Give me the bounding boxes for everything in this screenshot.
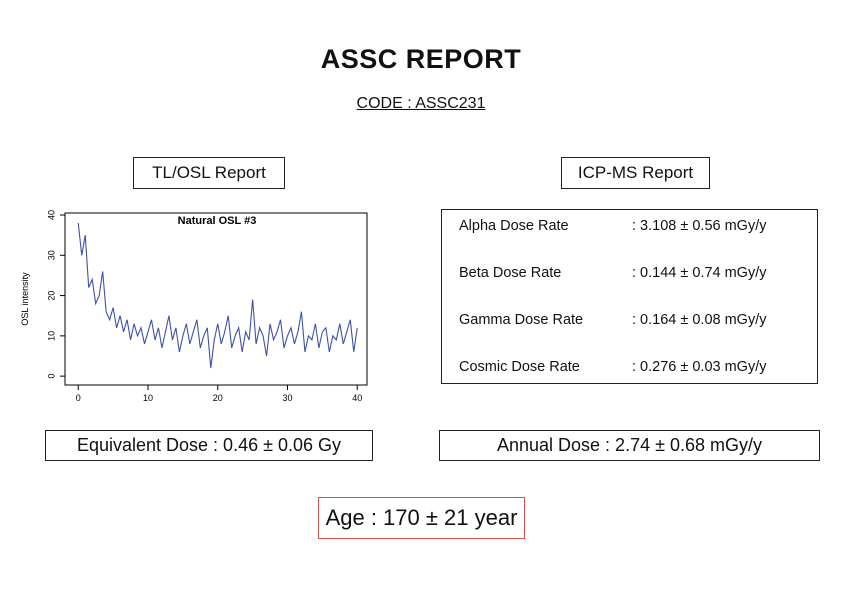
plot-frame — [64, 212, 368, 386]
y-tick-label: 40 — [46, 210, 56, 220]
equivalent-dose: Equivalent Dose : 0.46 ± 0.06 Gy — [45, 430, 373, 461]
section-title: ICP-MS Report — [561, 157, 710, 189]
row-value: : 0.164 ± 0.08 mGy/y — [632, 312, 767, 328]
x-tick-label: 0 — [76, 393, 81, 403]
row-value: : 0.144 ± 0.74 mGy/y — [632, 265, 767, 281]
row-value: : 3.108 ± 0.56 mGy/y — [632, 218, 767, 234]
x-tick-label: 40 — [352, 393, 362, 403]
age-result: Age : 170 ± 21 year — [318, 497, 525, 539]
row-label: Beta Dose Rate — [459, 265, 562, 281]
chart-title: Natural OSL #3 — [178, 215, 257, 227]
row-value: : 0.276 ± 0.03 mGy/y — [632, 359, 767, 375]
y-tick-label: 10 — [46, 331, 56, 341]
code-text: CODE : ASSC231 — [356, 95, 486, 112]
y-tick-label: 30 — [46, 250, 56, 260]
report-code: CODE : ASSC231 — [0, 95, 842, 113]
row-label: Alpha Dose Rate — [459, 218, 569, 234]
x-tick-label: 10 — [143, 393, 153, 403]
y-tick-label: 20 — [46, 291, 56, 301]
row-label: Cosmic Dose Rate — [459, 359, 580, 375]
report-title: ASSC REPORT — [320, 44, 522, 74]
annual-dose: Annual Dose : 2.74 ± 0.68 mGy/y — [439, 430, 820, 461]
x-tick-label: 20 — [213, 393, 223, 403]
row-label: Gamma Dose Rate — [459, 312, 584, 328]
y-tick-label: 0 — [46, 374, 56, 379]
x-tick-label: 30 — [282, 393, 292, 403]
osl-chart: 0 10 20 30 40 0 10 20 30 40 OSL intensity Natural O… — [20, 210, 368, 403]
section-title: TL/OSL Report — [133, 157, 285, 189]
osl-curve — [77, 223, 358, 369]
y-axis-label: OSL intensity — [20, 272, 30, 326]
dose-rate-table: Alpha Dose Rate : 3.108 ± 0.56 mGy/y Beta … — [441, 209, 818, 384]
